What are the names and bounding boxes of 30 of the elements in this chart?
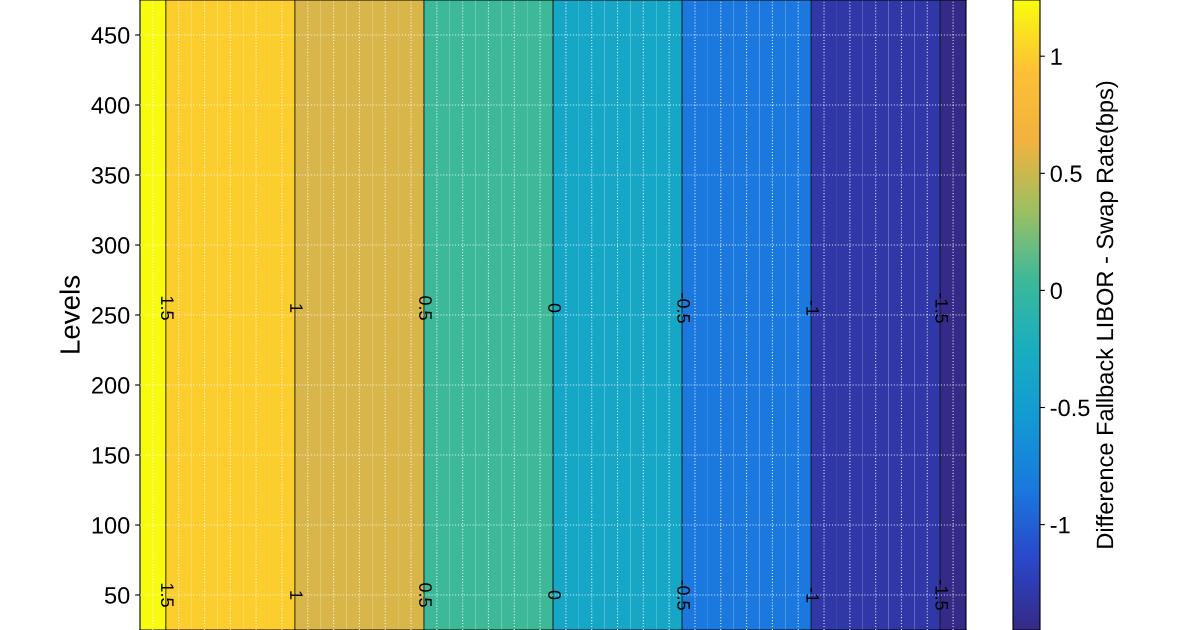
color-bar-label: 0.5	[1050, 165, 1082, 183]
color-bar-label: 1	[1051, 48, 1062, 65]
y-tick-label: 250	[92, 307, 130, 324]
annotation: 0.5	[419, 296, 432, 320]
annotation: 1	[290, 304, 303, 313]
annotation: 1	[290, 591, 303, 600]
color-bar-label: -0.5	[1050, 399, 1090, 417]
annotation: -1.5	[935, 580, 948, 610]
annotation: -1.5	[935, 293, 948, 323]
color-bar-label: -1	[1050, 516, 1070, 534]
y-tick-label: 450	[91, 27, 130, 44]
y-tick-label: 100	[92, 517, 130, 534]
annotation: -0.5	[677, 580, 690, 610]
annotation: 0.5	[419, 583, 432, 607]
color-bar-title: Difference Fallback LIBOR - Swap Rate(bps)	[1095, 81, 1118, 548]
annotation: -0.5	[677, 293, 690, 323]
y-tick-label: 400	[91, 97, 130, 114]
color-bar-label: 0	[1050, 282, 1062, 300]
y-tick-label: 200	[92, 377, 130, 394]
y-tick-label: 300	[91, 237, 130, 254]
y-axis-title: Levels	[59, 275, 80, 353]
annotation: -1	[806, 300, 819, 316]
annotation: 1.5	[160, 583, 174, 607]
y-tick-label: 50	[104, 587, 130, 604]
y-tick-label: 150	[92, 447, 130, 464]
annotation: 0	[548, 590, 561, 600]
annotation: 1.5	[160, 296, 174, 320]
annotation: -1	[806, 587, 819, 603]
annotation: 0	[548, 303, 561, 313]
y-tick-label: 350	[91, 167, 130, 184]
